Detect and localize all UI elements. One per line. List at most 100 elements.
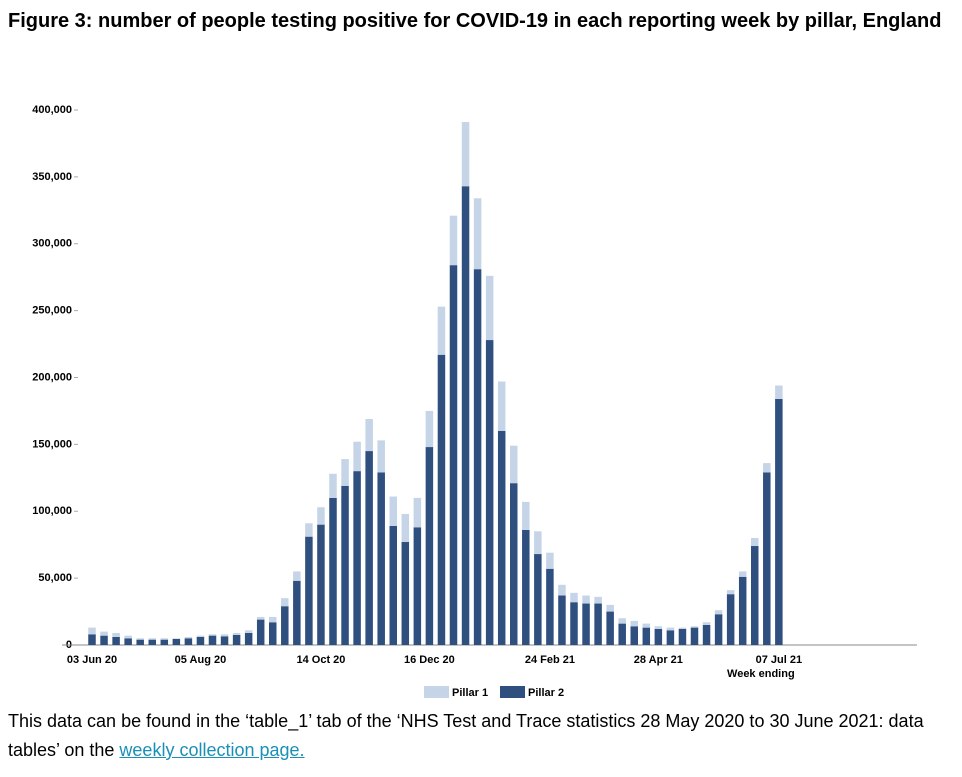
bar-segment [522,529,530,645]
bar-segment [606,604,614,612]
bar-segment [293,580,301,645]
x-tick-label: 16 Dec 20 [404,654,455,666]
bar-segment [196,636,205,645]
bar-segment [256,616,265,620]
bar-segment [232,634,241,645]
bar-segment [413,527,422,645]
bar-segment [618,618,626,624]
bar-segment [124,635,132,639]
bar-segment [148,639,156,645]
bar-segment [461,122,470,187]
x-tick-label: 07 Jul 21 [756,654,802,666]
bar-segment [208,634,217,636]
bar-segment [485,275,494,341]
bar-segment [714,610,723,615]
bar-segment [702,624,711,645]
bar-segment [449,215,458,266]
x-axis-title: Week ending [727,668,795,680]
y-tick-label: 100,000 [32,505,72,517]
bar-segment [124,638,132,645]
y-tick-label: 400,000 [32,104,72,116]
bar-segment [269,622,277,645]
x-tick-label: 24 Feb 21 [525,654,575,666]
bar-segment [775,385,783,399]
bar-segment [136,639,144,645]
bar-segment [618,623,626,645]
bar-segment [208,635,217,645]
bar-segment [534,554,542,645]
bar-segment [365,418,373,452]
bar-segment [220,634,229,637]
bar-segment [232,632,241,635]
bar-segment [726,590,735,595]
bar-segment [594,596,602,604]
bar-segment [88,634,96,645]
bar-segment [594,603,602,645]
bar-segment [763,463,771,473]
bar-segment [449,265,458,645]
x-tick-label: 03 Jun 20 [67,654,117,666]
bar-segment [522,501,530,530]
bar-segment [329,473,337,498]
bar-segment [678,628,687,645]
y-tick-label: 250,000 [32,305,72,317]
y-tick-label: 150,000 [32,438,72,450]
bar-segment [172,638,181,645]
footnote-text: This data can be found in the ‘table_1’ … [8,711,924,760]
bar-segment [630,626,638,645]
bar-segment [497,431,506,645]
bar-segment [510,483,518,645]
bar-segment [220,636,229,645]
bar-segment [425,410,434,448]
bar-segment [160,638,169,640]
bar-segment [136,638,144,640]
bar-segment [546,552,554,569]
bar-segment [654,626,663,629]
bar-segment [642,623,651,628]
bar-segment [630,620,638,627]
bar-segment [329,497,337,645]
bar-segment [269,616,277,623]
bar-segment [365,451,373,645]
bar-segment [558,595,566,645]
bar-segment [244,630,253,633]
bar-segment [184,638,193,645]
bar-segment [485,340,494,645]
bar-segment [389,496,397,526]
bar-segment [690,627,699,645]
x-tick-label: 14 Oct 20 [296,654,345,666]
footnote-link[interactable]: weekly collection page. [119,740,305,760]
bar-segment [353,441,361,472]
bar-segment [172,638,181,639]
bar-segment [558,584,566,596]
chart: 050,000100,000150,000200,000250,000300,0… [32,104,917,699]
bar-segment [437,306,446,355]
y-tick-label: 350,000 [32,171,72,183]
bar-segment [293,571,301,581]
bar-segment [281,606,289,645]
bar-segment [256,619,265,645]
bar-segment [546,568,554,645]
bar-segment [642,627,651,645]
bar-segment [112,636,120,645]
bar-segment [377,440,385,473]
bar-segment [88,627,96,635]
bar-segment [413,497,422,528]
footnote: This data can be found in the ‘table_1’ … [8,707,953,765]
bar-segment [714,614,723,645]
bar-segment [437,354,446,645]
bar-segment [570,602,578,645]
bar-segment [534,531,542,555]
bar-segment [473,269,482,645]
x-tick-label: 28 Apr 21 [634,654,683,666]
bar-segment [112,632,120,637]
legend-label: Pillar 2 [528,687,564,699]
bar-segment [678,627,687,629]
bar-segment [148,638,156,640]
bar-segment [570,592,578,603]
bar-segment [751,538,759,547]
bar-segment [184,636,193,639]
bar-segment [738,571,747,577]
bar-segment [473,198,482,270]
bar-segment [244,632,253,645]
